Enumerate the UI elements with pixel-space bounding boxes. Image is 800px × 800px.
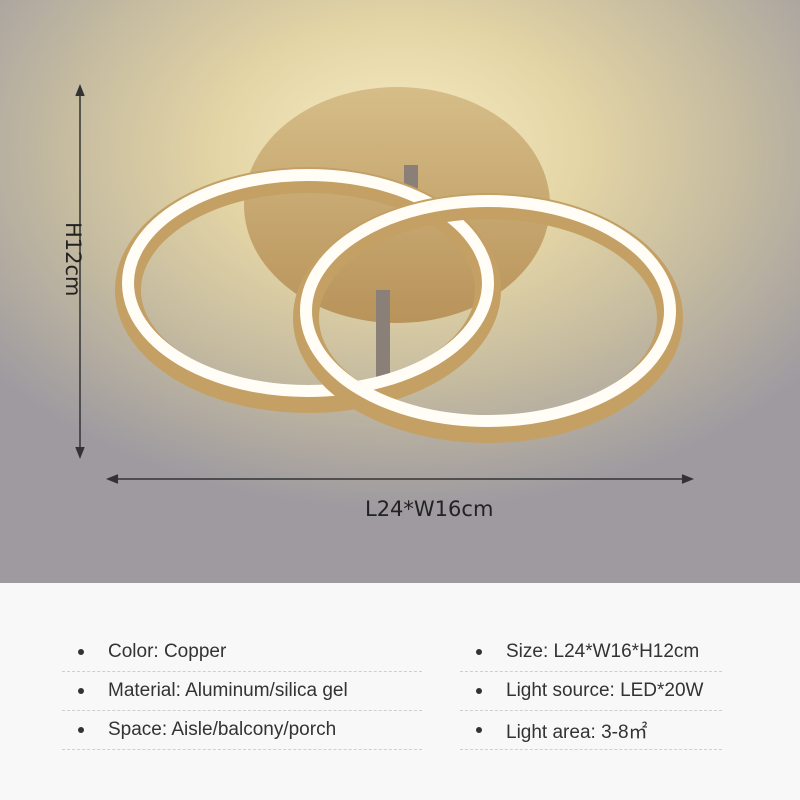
spec-text: Light area: 3-8㎡ xyxy=(506,721,648,743)
spec-item: Material: Aluminum/silica gel xyxy=(62,672,422,711)
rod xyxy=(376,290,390,380)
width-arrow xyxy=(105,474,695,484)
spec-item: Size: L24*W16*H12cm xyxy=(460,633,722,672)
spec-list: Color: Copper Material: Aluminum/silica … xyxy=(0,583,800,800)
ceiling-lamp-illustration xyxy=(75,83,695,484)
ring-right-light xyxy=(300,195,676,427)
spec-column-left: Color: Copper Material: Aluminum/silica … xyxy=(62,633,422,750)
bullet-icon xyxy=(78,649,84,655)
spec-text: Size: L24*W16*H12cm xyxy=(506,641,700,662)
spec-column-right: Size: L24*W16*H12cm Light source: LED*20… xyxy=(460,633,722,750)
spec-item: Light source: LED*20W xyxy=(460,672,722,711)
bullet-icon xyxy=(78,688,84,694)
spec-item: Light area: 3-8㎡ xyxy=(460,711,722,750)
height-arrow xyxy=(75,83,85,460)
spec-item: Color: Copper xyxy=(62,633,422,672)
spec-item: Space: Aisle/balcony/porch xyxy=(62,711,422,750)
bullet-icon xyxy=(476,727,482,733)
spec-text: Color: Copper xyxy=(108,641,227,662)
bullet-icon xyxy=(476,649,482,655)
height-dimension-label: H12cm xyxy=(61,222,85,297)
bullet-icon xyxy=(476,688,482,694)
spec-text: Light source: LED*20W xyxy=(506,680,704,701)
ring-left-light xyxy=(122,169,494,397)
spec-text: Material: Aluminum/silica gel xyxy=(108,680,348,701)
width-dimension-label: L24*W16cm xyxy=(365,497,494,521)
spec-text: Space: Aisle/balcony/porch xyxy=(108,719,337,740)
bullet-icon xyxy=(78,727,84,733)
product-photo: L24*W16cm H12cm xyxy=(0,0,800,583)
